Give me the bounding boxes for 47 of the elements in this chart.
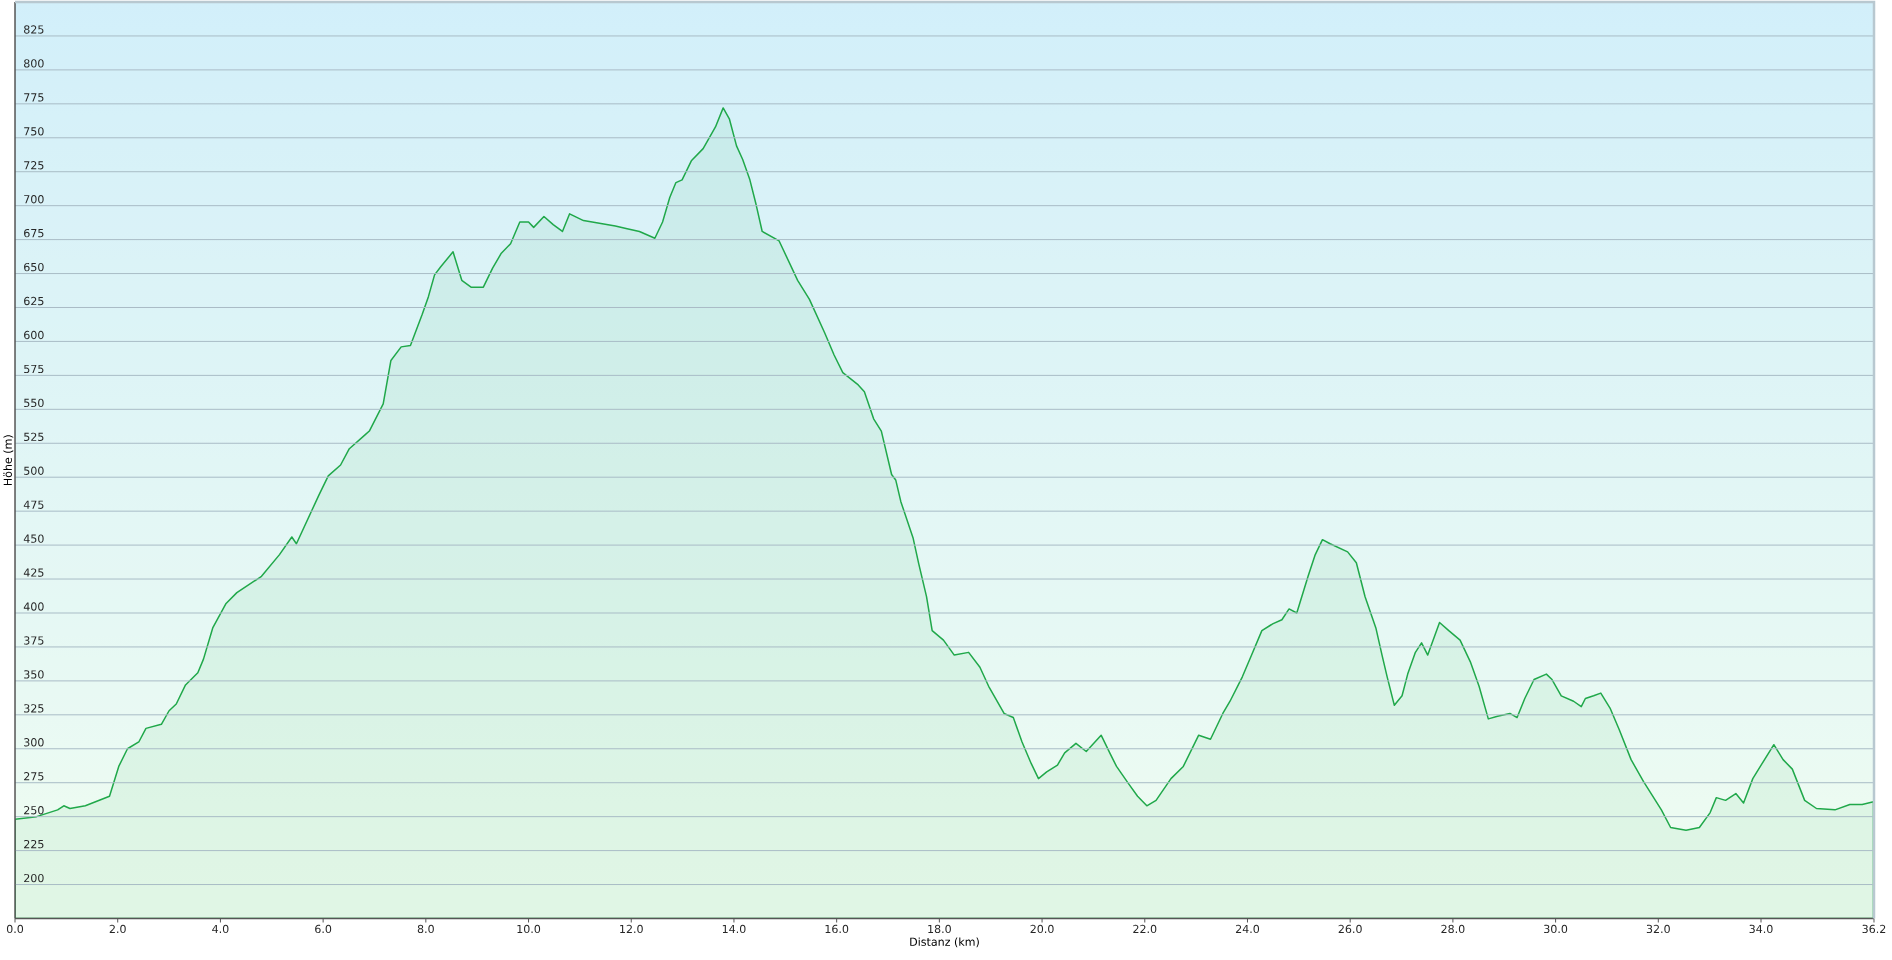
y-tick-label: 400 [23, 602, 44, 611]
y-tick-label: 725 [24, 161, 44, 170]
y-tick-label: 475 [23, 500, 44, 509]
y-axis-title: Höhe (m) [3, 435, 14, 486]
x-tick-label: 2.0 [109, 924, 126, 934]
y-tick-label: 500 [24, 466, 44, 475]
y-tick-label: 200 [24, 873, 44, 883]
x-tick-label: 34.0 [1749, 924, 1773, 934]
x-tick-label: 20.0 [1030, 924, 1054, 934]
x-tick-label: 30.0 [1544, 924, 1568, 934]
x-tick-label: 32.0 [1646, 924, 1670, 934]
y-tick-label: 425 [23, 568, 44, 577]
x-tick-label: 18.0 [928, 924, 951, 934]
y-tick-label: 675 [24, 228, 44, 238]
x-tick-label: 10.0 [517, 924, 541, 934]
y-tick-label: 800 [24, 59, 44, 68]
x-tick-label: 4.0 [212, 924, 229, 934]
y-tick-label: 325 [24, 704, 44, 713]
y-tick-label: 600 [24, 330, 44, 340]
y-tick-label: 575 [24, 364, 44, 374]
y-tick-label: 825 [24, 25, 44, 34]
x-tick-label: 36.2 [1862, 924, 1886, 934]
x-tick-label: 16.0 [825, 924, 849, 934]
x-tick-label: 8.0 [417, 924, 434, 934]
y-tick-label: 350 [24, 670, 44, 679]
x-tick-label: 26.0 [1338, 924, 1362, 934]
y-tick-label: 775 [24, 93, 44, 102]
y-tick-label: 650 [24, 262, 44, 272]
x-tick-label: 14.0 [722, 924, 746, 934]
x-tick-label: 28.0 [1441, 924, 1465, 934]
x-tick-label: 24.0 [1235, 924, 1260, 934]
y-tick-label: 700 [24, 195, 44, 204]
y-tick-label: 625 [24, 296, 44, 306]
x-axis-title: Distanz (km) [910, 937, 979, 948]
y-tick-label: 525 [24, 432, 44, 441]
y-tick-label: 275 [24, 772, 44, 781]
y-tick-label: 225 [24, 839, 44, 849]
x-tick-label: 22.0 [1133, 924, 1157, 934]
y-tick-label: 450 [23, 534, 44, 543]
y-tick-label: 375 [24, 636, 44, 645]
y-tick-label: 250 [24, 806, 44, 815]
y-tick-label: 750 [24, 127, 44, 136]
x-tick-label: 6.0 [315, 924, 332, 934]
x-tick-label: 0.0 [6, 924, 24, 934]
y-tick-label: 550 [24, 398, 44, 408]
y-tick-label: 300 [24, 738, 44, 747]
x-tick-label: 12.0 [620, 924, 643, 934]
